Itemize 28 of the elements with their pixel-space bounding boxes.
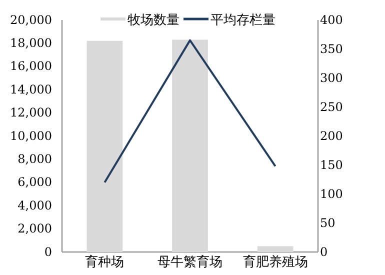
legend-label: 平均存栏量: [210, 13, 276, 28]
x-tick-label: 育肥养殖场: [242, 254, 308, 270]
y-tick-label: 6,000: [18, 175, 52, 190]
y2-tick-label: 250: [320, 100, 343, 114]
y2-tick-label: 300: [320, 70, 343, 85]
y-tick-label: 14,000: [10, 82, 52, 96]
legend-label: 牧场数量: [128, 13, 180, 28]
y2-tick-label: 200: [320, 128, 343, 143]
y-tick-label: 0: [44, 244, 52, 259]
y-tick-label: 2,000: [18, 222, 52, 236]
y-tick-label: 18,000: [10, 36, 52, 50]
y2-tick-label: 100: [320, 186, 343, 201]
y-tick-label: 10,000: [10, 128, 52, 143]
y-tick-label: 4,000: [18, 198, 52, 212]
y-tick-label: 8,000: [18, 152, 52, 166]
y-tick-label: 20,000: [10, 12, 52, 27]
y2-tick-label: 400: [320, 12, 343, 27]
x-tick-label: 育种场: [85, 254, 124, 270]
y-tick-label: 16,000: [10, 59, 52, 74]
y2-tick-label: 150: [320, 158, 343, 172]
bar: [257, 246, 294, 252]
y-tick-label: 12,000: [10, 106, 52, 120]
x-tick-label: 母牛繁育场: [158, 254, 222, 270]
bar: [86, 40, 123, 252]
bar: [172, 40, 208, 252]
y2-tick-label: 0: [320, 244, 328, 259]
y2-tick-label: 350: [320, 42, 343, 56]
y2-tick-label: 50: [320, 216, 336, 230]
